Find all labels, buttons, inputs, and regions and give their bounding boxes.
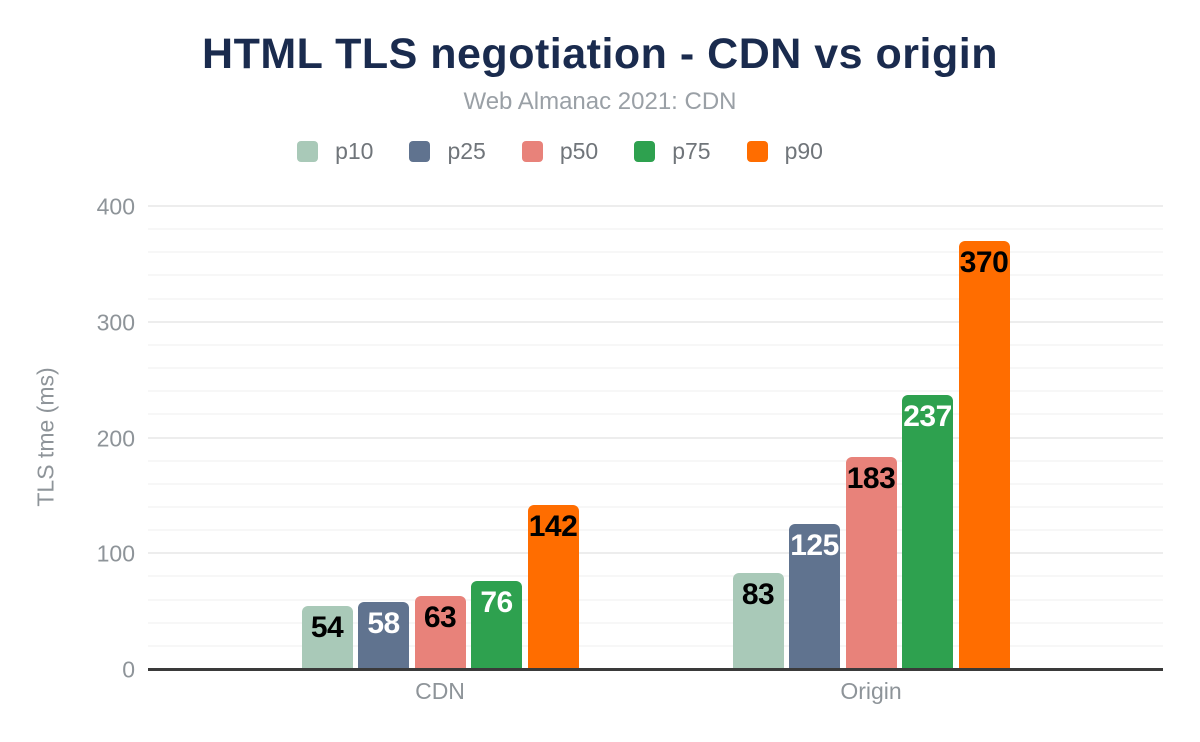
minor-gridline-340 xyxy=(148,274,1163,277)
minor-gridline-80 xyxy=(148,575,1163,578)
minor-gridline-180 xyxy=(148,459,1163,462)
minor-gridline-240 xyxy=(148,390,1163,393)
bar-p75-origin: 237 xyxy=(902,394,953,669)
legend: p10 p25 p50 p75 p90 xyxy=(0,138,1160,165)
bar-p75-cdn: 76 xyxy=(471,581,522,669)
chart-subtitle: Web Almanac 2021: CDN xyxy=(463,88,737,115)
bar-value-label-p50-origin: 183 xyxy=(846,462,896,496)
y-axis-title: TLS tme (ms) xyxy=(32,367,59,507)
legend-label-p50: p50 xyxy=(559,138,599,164)
major-gridline-200 xyxy=(148,436,1163,439)
bar-p90-origin: 370 xyxy=(958,240,1010,669)
y-tick-label-100: 100 xyxy=(96,540,135,567)
legend-swatch-p90 xyxy=(746,141,768,162)
minor-gridline-20 xyxy=(148,644,1163,647)
legend-item-p50: p50 xyxy=(521,138,599,165)
major-gridline-300 xyxy=(148,320,1163,323)
minor-gridline-40 xyxy=(148,621,1163,624)
x-axis-label-origin: Origin xyxy=(840,678,902,704)
legend-item-p75: p75 xyxy=(634,138,711,165)
minor-gridline-380 xyxy=(148,228,1163,231)
legend-swatch-p75 xyxy=(634,141,656,162)
y-tick-label-300: 300 xyxy=(96,309,135,336)
bar-p50-origin: 183 xyxy=(845,457,897,669)
legend-swatch-p50 xyxy=(521,141,543,162)
minor-gridline-140 xyxy=(148,505,1163,508)
minor-gridline-60 xyxy=(148,598,1163,601)
bar-value-label-p25-origin: 125 xyxy=(790,529,839,563)
bar-value-label-p10-cdn: 54 xyxy=(310,611,344,645)
legend-swatch-p25 xyxy=(409,141,431,162)
minor-gridline-280 xyxy=(148,343,1163,346)
y-tick-label-200: 200 xyxy=(96,425,135,451)
x-axis-line xyxy=(148,667,1163,671)
bar-p10-cdn: 54 xyxy=(301,606,353,669)
bar-value-label-p90-cdn: 142 xyxy=(528,509,578,543)
legend-item-p10: p10 xyxy=(297,138,373,165)
y-tick-label-400: 400 xyxy=(96,193,135,220)
legend-item-p25: p25 xyxy=(409,138,486,165)
major-gridline-100 xyxy=(148,552,1163,555)
minor-gridline-320 xyxy=(148,297,1163,300)
minor-gridline-360 xyxy=(148,251,1163,254)
minor-gridline-120 xyxy=(148,529,1163,532)
minor-gridline-160 xyxy=(148,482,1163,485)
legend-label-p90: p90 xyxy=(784,138,823,164)
x-axis-label-cdn: CDN xyxy=(415,678,465,704)
legend-swatch-p10 xyxy=(297,141,319,162)
bar-p50-cdn: 63 xyxy=(414,596,466,669)
bar-p25-origin: 125 xyxy=(789,524,840,669)
bar-p90-cdn: 142 xyxy=(527,504,579,669)
chart-title: HTML TLS negotiation - CDN vs origin xyxy=(202,30,998,78)
legend-label-p75: p75 xyxy=(672,138,711,164)
legend-item-p90: p90 xyxy=(746,138,823,165)
bar-value-label-p10-origin: 83 xyxy=(741,577,775,611)
minor-gridline-220 xyxy=(148,413,1163,416)
major-gridline-400 xyxy=(148,205,1163,207)
minor-gridline-260 xyxy=(148,367,1163,370)
bar-p10-origin: 83 xyxy=(732,572,784,669)
bar-p25-cdn: 58 xyxy=(358,601,409,669)
y-tick-label-0: 0 xyxy=(122,656,135,683)
legend-label-p25: p25 xyxy=(447,138,486,164)
bar-value-label-p75-cdn: 76 xyxy=(480,586,513,620)
bar-value-label-p90-origin: 370 xyxy=(959,245,1009,279)
bar-value-label-p75-origin: 237 xyxy=(903,399,952,433)
bar-value-label-p50-cdn: 63 xyxy=(423,601,457,635)
legend-label-p10: p10 xyxy=(335,138,374,164)
bar-value-label-p25-cdn: 58 xyxy=(367,606,400,640)
